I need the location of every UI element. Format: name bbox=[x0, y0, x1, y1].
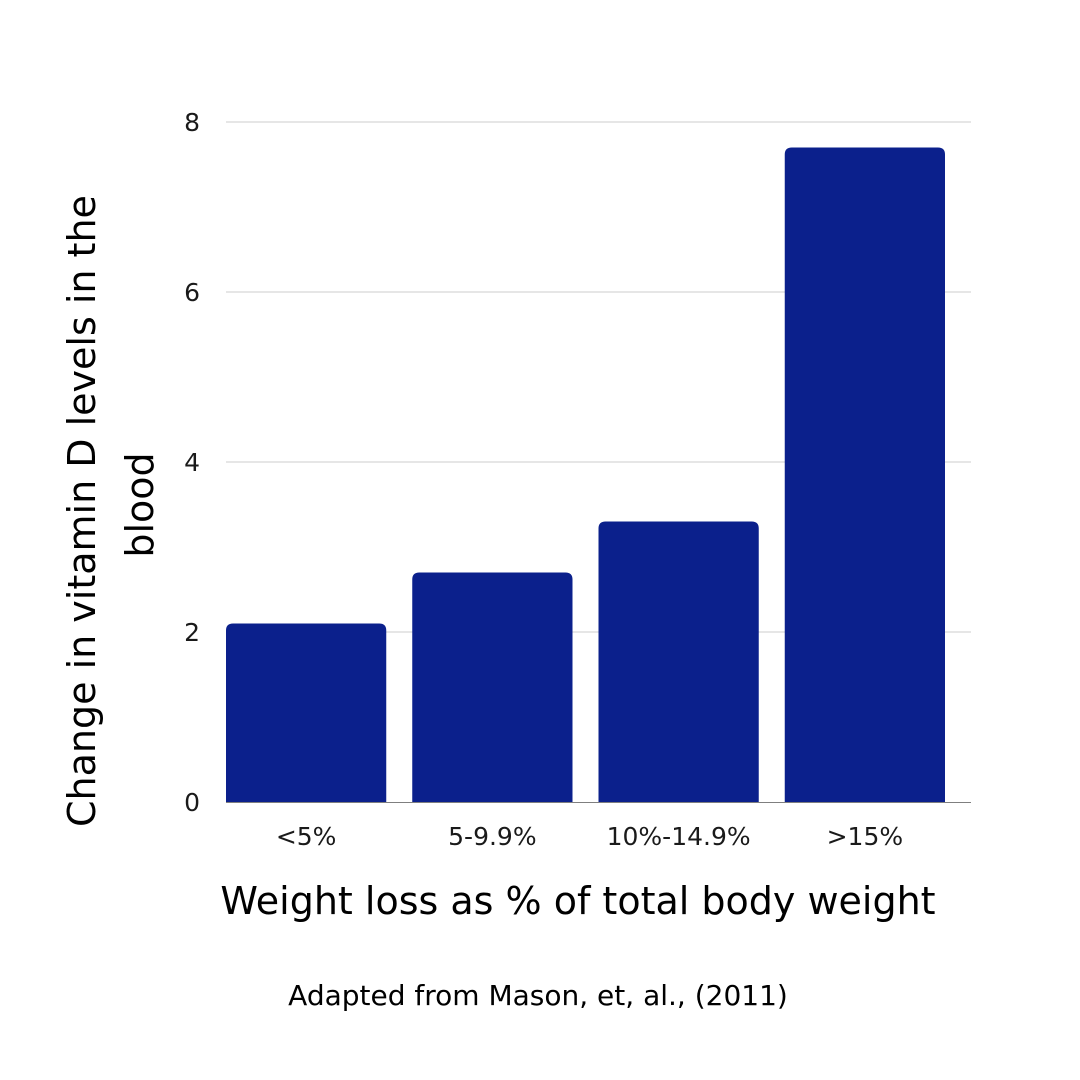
y-axis-title-line-2: blood bbox=[118, 452, 162, 557]
bar-2 bbox=[598, 521, 759, 802]
y-axis-title: Change in vitamin D levels in the blood bbox=[60, 183, 162, 827]
y-tick-label-8: 8 bbox=[184, 108, 200, 137]
y-tick-label-2: 2 bbox=[184, 618, 200, 647]
x-tick-labels: <5% 5-9.9% 10%-14.9% >15% bbox=[276, 822, 903, 851]
x-axis-title: Weight loss as % of total body weight bbox=[220, 879, 935, 923]
bar-0 bbox=[226, 623, 387, 802]
x-tick-label-1: 5-9.9% bbox=[448, 822, 536, 851]
source-caption: Adapted from Mason, et, al., (2011) bbox=[288, 979, 788, 1012]
y-axis-title-line-1: Change in vitamin D levels in the bbox=[60, 195, 104, 827]
x-tick-label-0: <5% bbox=[276, 822, 337, 851]
bar-3 bbox=[784, 147, 945, 802]
bars bbox=[226, 147, 945, 802]
bar-1 bbox=[412, 572, 573, 802]
y-tick-label-0: 0 bbox=[184, 788, 200, 817]
y-tick-labels: 0 2 4 6 8 bbox=[184, 108, 200, 817]
y-tick-label-4: 4 bbox=[184, 448, 200, 477]
x-tick-label-2: 10%-14.9% bbox=[607, 822, 751, 851]
x-tick-label-3: >15% bbox=[827, 822, 904, 851]
y-tick-label-6: 6 bbox=[184, 278, 200, 307]
